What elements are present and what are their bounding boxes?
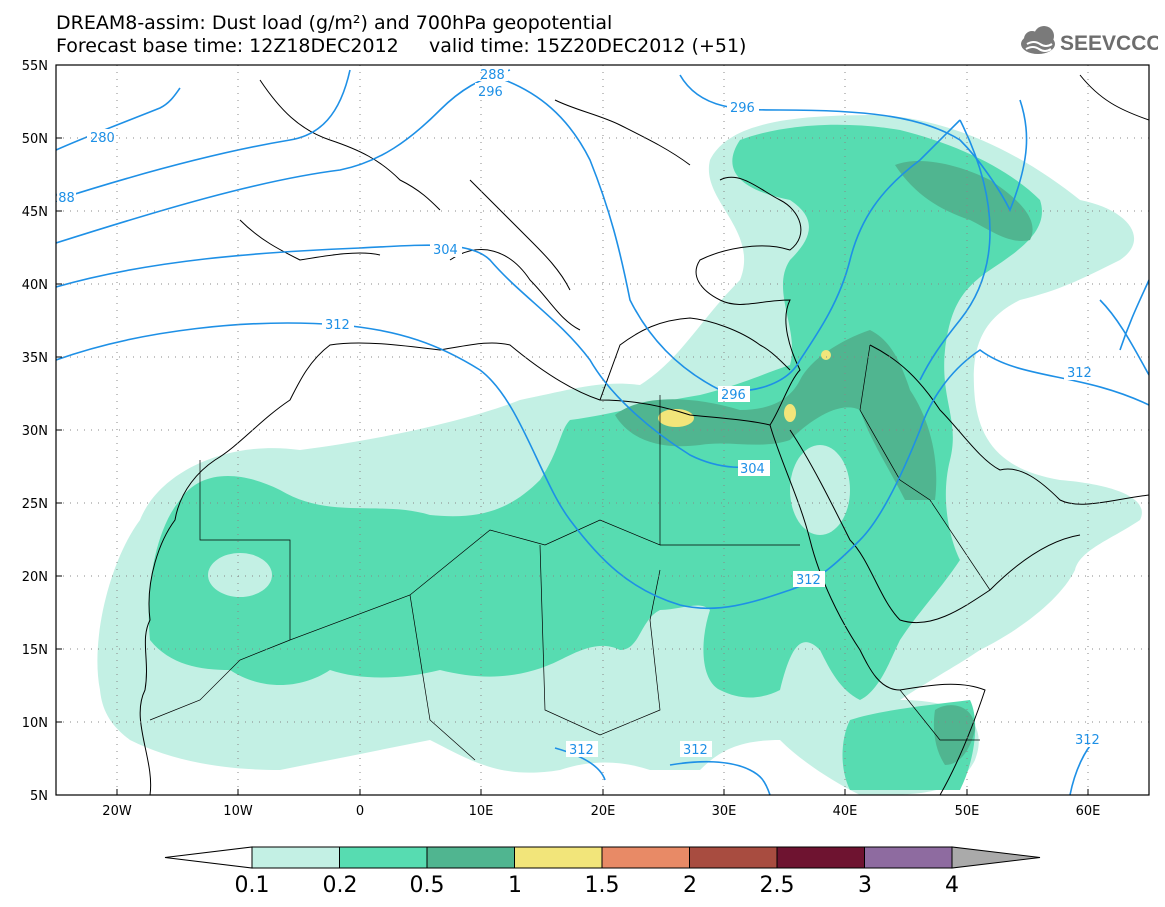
graticule [56, 65, 1149, 795]
lon-label: 0 [356, 804, 364, 819]
contour-label: 304 [433, 243, 458, 258]
contour-label: 304 [740, 462, 765, 477]
cloud-icon [1021, 26, 1055, 54]
colorbar-label: 0.1 [235, 873, 270, 898]
colorbar-swatch [601, 846, 690, 869]
contour-label: 296 [730, 101, 755, 116]
map-content: 280 288 288 296 296 304 304 312 312 312 … [50, 65, 1149, 795]
colorbar-labels: 0.1 0.2 0.5 1 1.5 2 2.5 3 4 [235, 873, 960, 898]
lon-label: 30E [712, 804, 737, 819]
lat-label: 20N [22, 570, 48, 585]
forecast-time-line: Forecast base time: 12Z18DEC2012 valid t… [56, 35, 747, 57]
seevccc-logo: SEEVCCC [1021, 26, 1158, 55]
colorbar-swatches [164, 846, 1041, 869]
lat-ticks [56, 137, 62, 723]
lat-label: 15N [22, 643, 48, 658]
lon-label: 60E [1076, 804, 1101, 819]
lon-label: 10W [223, 804, 253, 819]
colorbar-swatch [689, 846, 778, 869]
lon-label: 20W [102, 804, 132, 819]
colorbar-label: 1 [508, 873, 522, 898]
lon-label: 10E [469, 804, 494, 819]
colorbar-label: 1.5 [585, 873, 620, 898]
colorbar-swatch [514, 846, 603, 869]
colorbar-label: 4 [945, 873, 959, 898]
dust-light-holes [208, 445, 850, 597]
colorbar-swatch [951, 846, 1041, 869]
contour-label: 312 [796, 573, 821, 588]
lon-label: 50E [955, 804, 980, 819]
lat-label: 45N [22, 205, 48, 220]
lat-label: 5N [30, 789, 48, 804]
colorbar-label: 2 [683, 873, 697, 898]
colorbar-swatch [339, 846, 428, 869]
lat-label: 25N [22, 497, 48, 512]
lon-ticks [116, 789, 1089, 795]
contour-label: 312 [1075, 733, 1100, 748]
lat-label: 30N [22, 424, 48, 439]
contour-label: 288 [480, 68, 505, 83]
coastlines [139, 74, 1149, 795]
contour-label: 312 [1067, 366, 1092, 381]
lon-label: 20E [591, 804, 616, 819]
colorbar-label: 0.2 [323, 873, 358, 898]
contour-label: 296 [478, 85, 503, 100]
colorbar-swatch [426, 846, 515, 869]
colorbar: 0.1 0.2 0.5 1 1.5 2 2.5 3 4 [164, 846, 1041, 898]
colorbar-label: 2.5 [760, 873, 795, 898]
lon-label: 40E [833, 804, 858, 819]
contour-label: 280 [90, 131, 115, 146]
dust-map: 280 288 288 296 296 304 304 312 312 312 … [22, 59, 1150, 819]
contour-labels: 280 288 288 296 296 304 304 312 312 312 … [50, 67, 1104, 758]
contour-label: 312 [325, 318, 350, 333]
colorbar-swatch [164, 846, 253, 869]
logo-text: SEEVCCC [1060, 32, 1158, 55]
lat-label: 35N [22, 351, 48, 366]
map-title: DREAM8-assim: Dust load (g/m²) and 700hP… [56, 12, 613, 34]
geopotential-contours [56, 69, 1149, 795]
colorbar-label: 0.5 [410, 873, 445, 898]
longitude-labels: 20W 10W 0 10E 20E 30E 40E 50E 60E [102, 804, 1100, 819]
colorbar-swatch [864, 846, 953, 869]
contour-label: 296 [721, 388, 746, 403]
contour-label: 312 [683, 743, 708, 758]
lat-label: 55N [22, 59, 48, 74]
colorbar-label: 3 [858, 873, 872, 898]
contour-label: 312 [569, 743, 594, 758]
latitude-labels: 55N 50N 45N 40N 35N 30N 25N 20N 15N 10N … [22, 59, 48, 804]
colorbar-swatch [776, 846, 865, 869]
lat-label: 50N [22, 132, 48, 147]
colorbar-swatch [251, 846, 340, 869]
lat-label: 40N [22, 278, 48, 293]
lat-label: 10N [22, 716, 48, 731]
contour-label: 288 [50, 191, 75, 206]
